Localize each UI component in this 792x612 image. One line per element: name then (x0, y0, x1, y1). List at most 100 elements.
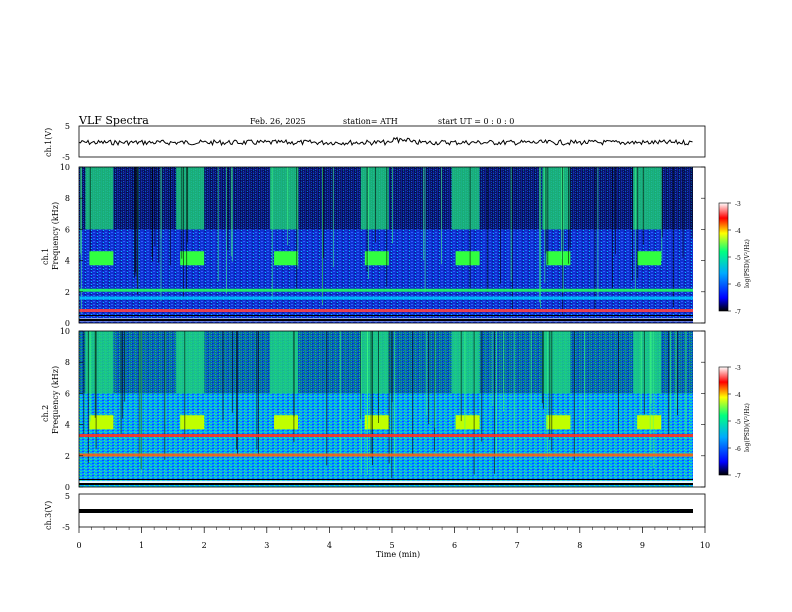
colorbar-tick-label: -6 (735, 446, 741, 453)
time-tick-label: 9 (640, 541, 645, 550)
colorbar-tick-label: -7 (735, 473, 741, 480)
whistler-burst-6 (542, 331, 571, 394)
ch2-spectrogram-ylabel: ch.2 (41, 405, 50, 422)
ch3-ytick-bottom: -5 (62, 523, 70, 532)
ch1-spectrogram-frame (78, 166, 706, 324)
baseline-band-2 (79, 315, 693, 316)
ch3-waveform-line (79, 509, 693, 513)
frequency-tick-label: 2 (65, 288, 70, 297)
ch1-ytick-top: 5 (65, 122, 70, 131)
colorbar-tick-label: -3 (735, 365, 741, 372)
burst-band-2 (180, 415, 205, 430)
whistler-burst-1 (85, 331, 114, 394)
burst-band-1 (89, 251, 114, 266)
whistler-burst-2 (176, 331, 205, 394)
ch3-waveform-panel: 5 -5 ch.3(V) (44, 492, 706, 532)
frequency-band-2 (79, 296, 693, 300)
burst-band-1 (89, 415, 114, 430)
frequency-tick-label: 4 (65, 257, 70, 266)
frequency-tick-label: 4 (65, 421, 70, 430)
whistler-burst-3 (270, 331, 299, 394)
frequency-band-1 (79, 434, 693, 438)
time-tick-label: 5 (389, 541, 394, 550)
burst-band-5 (455, 251, 480, 266)
station-label: station= ATH (343, 117, 398, 126)
whistler-burst-5 (451, 331, 480, 394)
burst-band-4 (364, 415, 389, 430)
ch1-ytick-bottom: -5 (62, 153, 70, 162)
frequency-tick-label: 10 (60, 163, 70, 172)
time-tick-label: 7 (515, 541, 520, 550)
time-tick-label: 2 (202, 541, 207, 550)
burst-band-7 (637, 415, 662, 430)
whistler-burst-2 (176, 167, 205, 230)
time-axis: 0 1 2 3 4 5 6 7 8 9 10 (76, 527, 710, 550)
burst-band-3 (274, 415, 299, 430)
frequency-tick-label: 6 (65, 225, 70, 234)
colorbar-tick-label: -4 (735, 228, 741, 235)
time-axis-label: Time (min) (376, 550, 420, 559)
ch2-spectrogram-frame (78, 330, 706, 488)
frequency-band-3 (79, 309, 693, 313)
frequency-tick-label: 6 (65, 389, 70, 398)
time-tick-label: 3 (264, 541, 269, 550)
ch2-frequency-ylabel: Frequency (kHz) (51, 366, 60, 434)
baseline-band-2 (79, 479, 693, 480)
frequency-tick-label: 8 (65, 358, 70, 367)
frequency-tick-label: 0 (65, 319, 70, 328)
frequency-band-1 (79, 288, 693, 292)
burst-band-6 (546, 251, 571, 266)
ch1-waveform-ylabel: ch.1(V) (44, 128, 53, 157)
baseline-band (79, 319, 693, 321)
ch3-ytick-top: 5 (65, 492, 70, 501)
frequency-tick-label: 8 (65, 194, 70, 203)
date-label: Feb. 26, 2025 (250, 117, 306, 126)
time-tick-label: 4 (327, 541, 332, 550)
whistler-burst-4 (360, 331, 389, 394)
ch1-colorbar-label: log(PSD)(V²/Hz) (744, 239, 751, 288)
time-tick-label: 0 (76, 541, 81, 550)
ch1-colorbar (718, 202, 729, 312)
colorbar-tick-label: -3 (735, 201, 741, 208)
ch1-spectrogram-ylabel: ch.1 (41, 248, 50, 265)
time-tick-label: 1 (139, 541, 144, 550)
baseline-band (79, 483, 693, 485)
frequency-band-2 (79, 453, 693, 457)
ch1-waveform-panel: 5 -5 ch.1(V) (44, 122, 706, 162)
burst-band-3 (274, 251, 299, 266)
frequency-tick-label: 0 (65, 483, 70, 492)
burst-band-4 (364, 251, 389, 266)
ch2-colorbar (718, 366, 729, 476)
whistler-burst-4 (360, 167, 389, 230)
whistler-burst-6 (542, 167, 571, 230)
whistler-burst-5 (451, 167, 480, 230)
colorbar-tick-label: -7 (735, 309, 741, 316)
colorbar-tick-label: -4 (735, 392, 741, 399)
colorbar-tick-label: -6 (735, 282, 741, 289)
ch2-colorbar-label: log(PSD)(V²/Hz) (744, 403, 751, 452)
burst-band-7 (637, 251, 662, 266)
burst-band-5 (455, 415, 480, 430)
burst-band-2 (180, 251, 205, 266)
frequency-band-3 (79, 480, 693, 484)
ch1-frequency-ylabel: Frequency (kHz) (51, 202, 60, 270)
colorbar-tick-label: -5 (735, 255, 741, 262)
whistler-burst-7 (633, 331, 662, 394)
ch1-waveform-frame (78, 125, 706, 158)
ch1-waveform-line (78, 136, 693, 147)
whistler-burst-1 (85, 167, 114, 230)
frequency-tick-label: 10 (60, 327, 70, 336)
start-ut-label: start UT = 0 : 0 : 0 (438, 117, 514, 126)
burst-band-6 (546, 415, 571, 430)
ch3-waveform-ylabel: ch.3(V) (44, 501, 53, 530)
frequency-tick-label: 2 (65, 452, 70, 461)
time-tick-label: 10 (700, 541, 710, 550)
figure-title: VLF Spectra (78, 114, 149, 127)
time-tick-label: 6 (452, 541, 457, 550)
time-tick-label: 8 (577, 541, 582, 550)
whistler-burst-3 (270, 167, 299, 230)
colorbar-tick-label: -5 (735, 419, 741, 426)
